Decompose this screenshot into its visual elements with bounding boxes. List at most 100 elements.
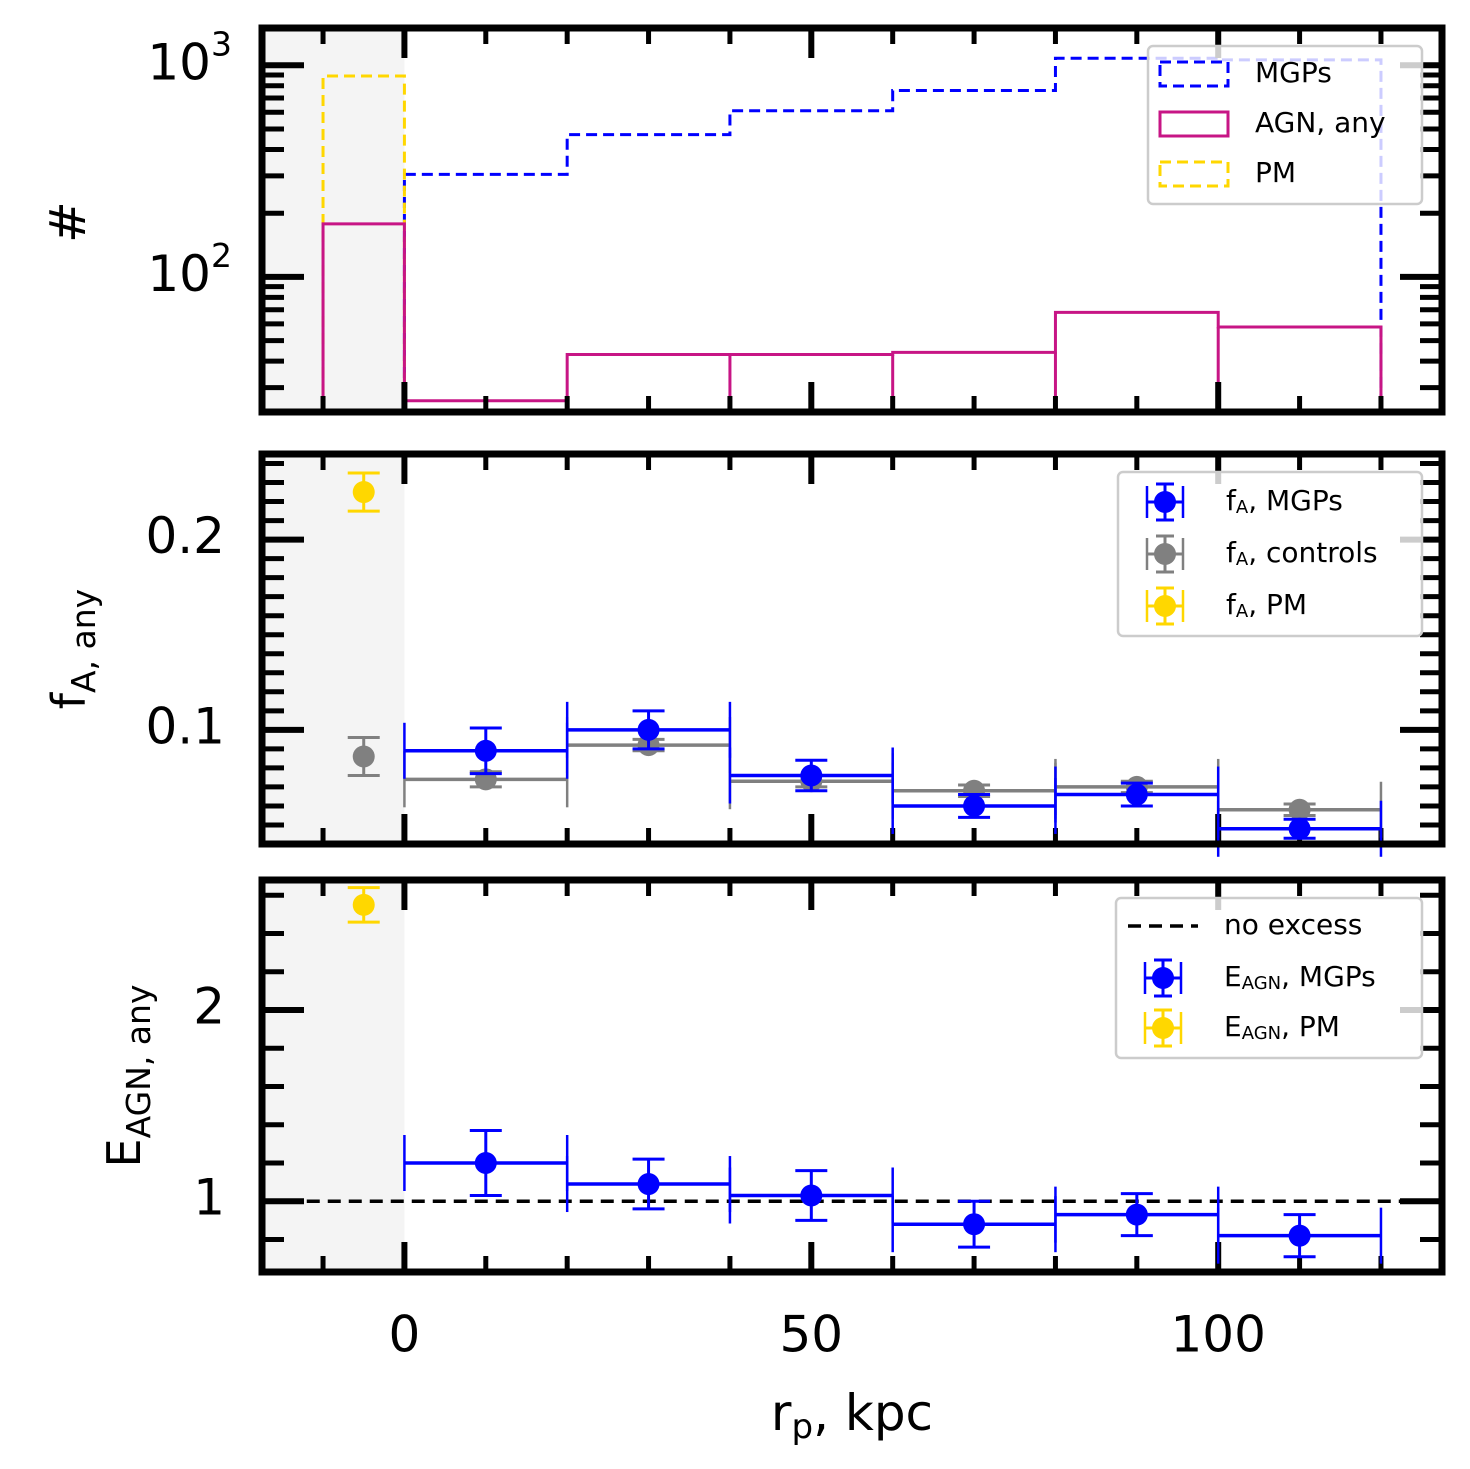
- y-label-sub: A, any: [64, 589, 103, 693]
- legend-box-frac: [1116, 470, 1424, 638]
- y-tick-label-exc: 1: [193, 1169, 225, 1227]
- y-axis-label-exc: EAGN, any: [97, 985, 158, 1168]
- legend-label-rest: , PM: [1248, 588, 1307, 621]
- legend-handle-exc-1: [1143, 1008, 1183, 1048]
- legend-label-no-excess: no excess: [1224, 908, 1362, 941]
- legend-label-rest: , controls: [1248, 536, 1377, 569]
- legend-handle-1: [1158, 110, 1230, 138]
- legend-label-frac-1: fA, controls: [1226, 536, 1378, 570]
- legend-label-sub: A: [1236, 549, 1249, 570]
- y-tick-label-hist: 103: [147, 24, 232, 91]
- data-point-marker: [1125, 1203, 1148, 1226]
- x-label-sub: p: [791, 1407, 813, 1447]
- legend-label-frac-2: fA, PM: [1226, 588, 1307, 622]
- legend-label-0: MGPs: [1255, 56, 1332, 89]
- legend-label-sub: AGN: [1242, 973, 1281, 994]
- data-point-marker: [963, 779, 986, 802]
- legend-label-sub: A: [1236, 497, 1249, 518]
- excess-series-0-point-3: [891, 1196, 1057, 1253]
- legend-label-sub: AGN: [1242, 1023, 1281, 1044]
- frac-series-0-point-2: [728, 747, 894, 804]
- excess-series-0-point-0: [403, 1128, 569, 1198]
- y-label-main: E: [97, 1138, 151, 1167]
- frac-series-0-point-0: [403, 722, 569, 779]
- data-point-marker: [352, 745, 375, 768]
- legend-handle-2: [1158, 160, 1230, 188]
- agn-histogram-line: [321, 222, 1383, 412]
- frac-series-0-point-1: [565, 701, 732, 758]
- legend-label-rest: , MGPs: [1281, 960, 1376, 993]
- handle-marker: [1154, 543, 1176, 565]
- legend-label-main: f: [1226, 484, 1237, 517]
- data-point-marker: [1125, 783, 1148, 806]
- legend-hist: MGPs AGN, any PM: [1146, 44, 1424, 206]
- y-label-main: f: [42, 691, 96, 709]
- panel-frame-1: [258, 450, 1446, 848]
- legend-label-exc-0: EAGN, MGPs: [1224, 960, 1376, 994]
- data-point-marker: [963, 794, 986, 817]
- mgps-histogram-line: [402, 56, 1383, 412]
- pm-shaded-region-1: [262, 454, 405, 844]
- y-tick-label-hist: 102: [147, 235, 232, 302]
- data-point-marker: [637, 1173, 660, 1196]
- legend-label-main: f: [1226, 536, 1237, 569]
- pm-shaded-region-2: [262, 880, 405, 1272]
- legend-label-2: PM: [1255, 156, 1296, 189]
- y-tick-label-frac: 0.2: [145, 507, 225, 565]
- legend-label-rest: , MGPs: [1248, 484, 1343, 517]
- legend-label-rest: , PM: [1281, 1010, 1340, 1043]
- excess-series-0-point-1: [565, 1156, 732, 1213]
- data-point-marker: [1288, 1224, 1311, 1247]
- legend-label-main: E: [1224, 1010, 1242, 1043]
- data-point-marker: [800, 764, 823, 787]
- handle-marker: [1152, 1017, 1174, 1039]
- excess-series-0-point-2: [728, 1167, 894, 1224]
- legend-handle-exc-0: [1143, 958, 1183, 998]
- data-point-marker: [352, 481, 375, 504]
- data-point-marker: [1288, 817, 1311, 840]
- data-point-marker: [963, 1213, 986, 1236]
- legend-box-exc: [1114, 896, 1424, 1060]
- legend-handle-frac-1: [1145, 534, 1185, 574]
- pm-shaded-region-0: [262, 28, 405, 412]
- x-tick-label: 0: [389, 1306, 421, 1364]
- x-axis: 0 50 100 rp, kpc: [389, 1306, 1266, 1447]
- frac-series-1-point-0: [347, 735, 380, 778]
- tick-exponent: 2: [211, 235, 232, 274]
- x-axis-label: rp, kpc: [771, 1384, 933, 1447]
- y-axis-label-frac: fA, any: [42, 589, 103, 709]
- legend-label-main: E: [1224, 960, 1242, 993]
- panel-frame-2: [258, 876, 1446, 1276]
- handle-marker: [1152, 967, 1174, 989]
- legend-label-sub: A: [1236, 601, 1249, 622]
- data-point-marker: [474, 1152, 497, 1175]
- frac-series-0-point-5: [1216, 800, 1383, 857]
- excess-series-0-point-5: [1216, 1207, 1383, 1264]
- legend-handle-frac-0: [1145, 482, 1185, 522]
- y-tick-label-exc: 2: [193, 978, 225, 1036]
- y-axis-label-hist: #: [39, 201, 97, 243]
- legend-label-exc-1: EAGN, PM: [1224, 1010, 1340, 1044]
- handle-marker: [1154, 491, 1176, 513]
- x-tick-label: 100: [1170, 1306, 1265, 1364]
- data-point-marker: [800, 1184, 823, 1207]
- frac-series-0-point-4: [1054, 766, 1220, 823]
- tick-base: 10: [147, 33, 211, 91]
- x-label-main: r: [771, 1384, 792, 1442]
- data-point-marker: [637, 718, 660, 741]
- excess-series-0-point-4: [1054, 1186, 1220, 1243]
- tick-exponent: 3: [211, 24, 232, 63]
- tick-base: 10: [147, 244, 211, 302]
- data-point-marker: [1288, 798, 1311, 821]
- y-label-sub: AGN, any: [119, 985, 158, 1139]
- frac-series-2-point-0: [347, 471, 380, 513]
- legend-handle-frac-2: [1145, 586, 1185, 626]
- data-point-marker: [352, 893, 375, 916]
- data-point-marker: [474, 739, 497, 762]
